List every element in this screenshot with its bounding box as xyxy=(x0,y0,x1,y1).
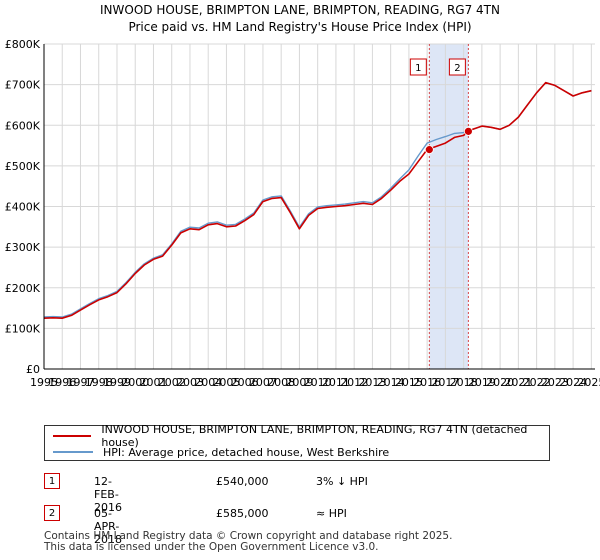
sale-label-box xyxy=(448,58,466,76)
x-tick-label: 2006 xyxy=(231,376,259,389)
sale-price: £585,000 xyxy=(216,507,269,520)
chart-title-block: INWOOD HOUSE, BRIMPTON LANE, BRIMPTON, R… xyxy=(0,2,600,36)
x-tick-label: 2000 xyxy=(121,376,149,389)
chart-title: INWOOD HOUSE, BRIMPTON LANE, BRIMPTON, R… xyxy=(100,3,500,17)
x-tick-label: 2007 xyxy=(249,376,277,389)
y-tick-label: £200K xyxy=(5,282,41,295)
footer-copyright: Contains HM Land Registry data © Crown c… xyxy=(44,530,453,542)
price-chart: £0 £100K £200K £300K £400K £500K £600K £700K £80… xyxy=(5,38,600,389)
sale-badge: 2 xyxy=(44,505,60,521)
sale-hpi-comparison: 3% ↓ HPI xyxy=(316,475,368,488)
sale-label-text: 1 xyxy=(415,63,421,74)
x-tick-label: 2020 xyxy=(486,376,514,389)
x-tick-label: 2010 xyxy=(304,376,332,389)
x-tick-label: 2008 xyxy=(267,376,295,389)
x-tick-label: 2017 xyxy=(431,376,459,389)
x-tick-label: 2023 xyxy=(541,376,569,389)
x-tick-label: 2012 xyxy=(340,376,368,389)
x-tick-label: 2022 xyxy=(523,376,551,389)
sale-point xyxy=(424,145,434,155)
x-tick-label: 2024 xyxy=(559,376,587,389)
legend: INWOOD HOUSE, BRIMPTON LANE, BRIMPTON, R… xyxy=(44,423,550,461)
x-tick-label: 2018 xyxy=(450,376,478,389)
legend-label-property: INWOOD HOUSE, BRIMPTON LANE, BRIMPTON, R… xyxy=(101,423,528,449)
x-tick-label: 2002 xyxy=(158,376,186,389)
x-tick-label: 2011 xyxy=(322,376,350,389)
x-tick-label: 2021 xyxy=(504,376,532,389)
x-tick-label: 2019 xyxy=(468,376,496,389)
x-tick-label: 2015 xyxy=(395,376,423,389)
y-tick-label: £600K xyxy=(5,119,41,132)
y-tick-label: £400K xyxy=(5,201,41,214)
chart-subtitle: Price paid vs. HM Land Registry's House … xyxy=(128,20,472,34)
sale-point xyxy=(463,126,473,136)
x-tick-label: 2016 xyxy=(413,376,441,389)
footer: Contains HM Land Registry data © Crown c… xyxy=(44,531,452,553)
x-tick-label: 2003 xyxy=(176,376,204,389)
footer-licence: This data is licensed under the Open Gov… xyxy=(44,541,379,553)
x-tick-label: 1999 xyxy=(103,376,131,389)
legend-swatch-property xyxy=(53,435,92,437)
sale-label-box xyxy=(409,58,427,76)
legend-item-hpi: HPI: Average price, detached house, West… xyxy=(53,444,389,460)
x-tick-label: 2001 xyxy=(139,376,167,389)
x-tick-label: 2005 xyxy=(212,376,240,389)
x-tick-label: 1995 xyxy=(30,376,58,389)
sale-label-badge: 1 xyxy=(409,58,427,76)
x-tick-label: 1996 xyxy=(48,376,76,389)
x-tick-label: 2013 xyxy=(358,376,386,389)
x-tick-label: 1997 xyxy=(66,376,94,389)
sale-date: 05-APR-2018 xyxy=(94,507,122,546)
y-tick-label: £0 xyxy=(26,363,40,376)
sale-label-badge: 2 xyxy=(448,58,466,76)
x-tick-label: 2004 xyxy=(194,376,222,389)
x-tick-label: 2014 xyxy=(377,376,405,389)
y-tick-label: £100K xyxy=(5,322,41,335)
legend-swatch-hpi xyxy=(53,451,93,453)
y-tick-label: £700K xyxy=(5,79,41,92)
sale-hpi-comparison: ≈ HPI xyxy=(316,507,347,520)
y-tick-label: £300K xyxy=(5,241,41,254)
y-tick-label: £800K xyxy=(5,38,41,51)
legend-item-property: INWOOD HOUSE, BRIMPTON LANE, BRIMPTON, R… xyxy=(53,423,549,449)
y-tick-label: £500K xyxy=(5,160,41,173)
series-line-property xyxy=(43,81,592,320)
x-tick-label: 2009 xyxy=(285,376,313,389)
sale-date: 12-FEB-2016 xyxy=(94,475,122,514)
sale-label-text: 2 xyxy=(454,63,460,74)
sale-badge: 1 xyxy=(44,473,60,489)
sale-price: £540,000 xyxy=(216,475,269,488)
x-tick-label: 2025 xyxy=(577,376,600,389)
x-tick-label: 1998 xyxy=(85,376,113,389)
legend-label-hpi: HPI: Average price, detached house, West… xyxy=(103,445,390,459)
